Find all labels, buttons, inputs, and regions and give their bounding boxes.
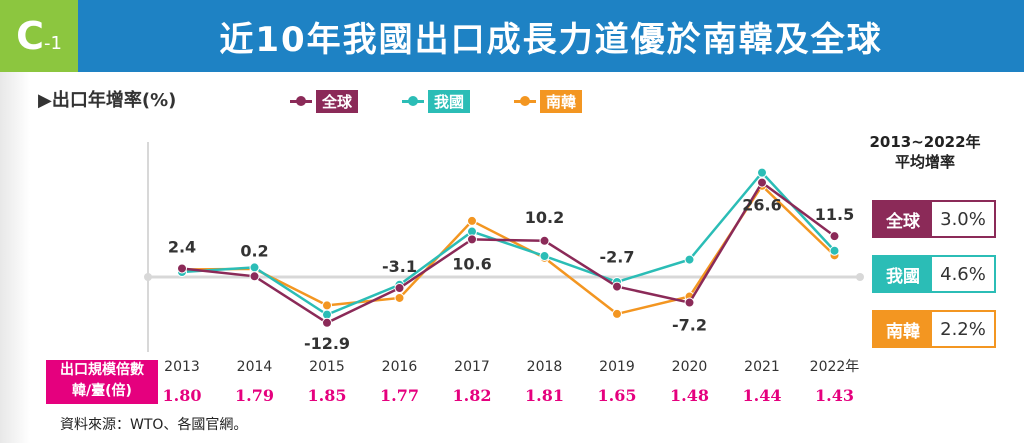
ratio-value-2021: 1.44 bbox=[743, 386, 782, 405]
ratio-value-2017: 1.82 bbox=[453, 386, 492, 405]
average-global-value: 3.0% bbox=[932, 202, 994, 236]
ratio-value-2020: 1.48 bbox=[670, 386, 709, 405]
legend-taiwan: 我國 bbox=[402, 90, 471, 113]
legend-label-taiwan: 我國 bbox=[428, 90, 471, 113]
x-tick-2021: 2021 bbox=[744, 359, 780, 375]
series-line-taiwan bbox=[181, 170, 836, 317]
point-global-2020 bbox=[684, 297, 695, 308]
point-global-2018 bbox=[539, 235, 550, 246]
ratio-value-2019: 1.65 bbox=[598, 386, 637, 405]
average-taiwan: 我國 4.6% bbox=[872, 255, 996, 293]
series-line-global bbox=[181, 180, 836, 325]
header: C -1 近10年我國出口成長力道優於南韓及全球 bbox=[0, 0, 1024, 72]
average-title-line2: 平均增率 bbox=[894, 153, 955, 171]
data-label-2020: -7.2 bbox=[672, 316, 707, 335]
x-tick-2019: 2019 bbox=[599, 359, 635, 375]
point-global-2016 bbox=[394, 283, 405, 294]
point-global-2013 bbox=[177, 263, 187, 274]
average-taiwan-value: 4.6% bbox=[932, 257, 994, 291]
point-taiwan-2020 bbox=[684, 254, 695, 265]
point-taiwan-2022年 bbox=[829, 245, 840, 256]
point-korea-2019 bbox=[612, 308, 622, 319]
data-label-2017: 10.6 bbox=[452, 254, 491, 273]
ratio-value-2022年: 1.43 bbox=[815, 386, 854, 405]
average-korea-value: 2.2% bbox=[932, 312, 994, 346]
x-tick-2022年: 2022年 bbox=[810, 359, 860, 375]
average-taiwan-label: 我國 bbox=[874, 257, 932, 291]
x-tick-2017: 2017 bbox=[454, 359, 490, 375]
point-taiwan-2014 bbox=[249, 262, 260, 273]
legend-line-global bbox=[290, 96, 312, 106]
average-global-label: 全球 bbox=[874, 202, 932, 236]
legend-global: 全球 bbox=[290, 90, 359, 113]
point-global-2017 bbox=[467, 234, 477, 245]
legend-line-taiwan bbox=[402, 96, 424, 106]
point-global-2015 bbox=[322, 317, 332, 328]
average-title: 2013~2022年 平均增率 bbox=[860, 132, 990, 172]
x-tick-2020: 2020 bbox=[672, 359, 708, 375]
section-badge: C -1 bbox=[0, 0, 78, 72]
point-global-2019 bbox=[612, 281, 622, 292]
data-label-2013: 2.4 bbox=[168, 237, 196, 256]
ratio-label-line2: 韓/臺(倍) bbox=[72, 383, 132, 399]
point-korea-2016 bbox=[394, 292, 405, 303]
ratio-value-2015: 1.85 bbox=[308, 386, 347, 405]
point-global-2021 bbox=[757, 177, 767, 188]
point-taiwan-2021 bbox=[757, 167, 767, 178]
point-korea-2015 bbox=[322, 300, 332, 311]
source-note: 資料來源：WTO、各國官網。 bbox=[60, 417, 248, 433]
y-unit-label: ▶出口年增率(%) bbox=[38, 90, 177, 111]
legend-label-korea: 南韓 bbox=[540, 90, 583, 113]
legend-line-korea bbox=[514, 96, 536, 106]
ratio-label: 出口規模倍數 韓/臺(倍) bbox=[46, 360, 158, 404]
legend-label-global: 全球 bbox=[316, 90, 359, 113]
page-title: 近10年我國出口成長力道優於南韓及全球 bbox=[78, 0, 1024, 72]
data-label-2015: -12.9 bbox=[304, 334, 350, 353]
badge-letter: C bbox=[16, 14, 44, 58]
x-tick-2014: 2014 bbox=[237, 359, 273, 375]
average-korea: 南韓 2.2% bbox=[872, 310, 996, 348]
data-label-2019: -2.7 bbox=[600, 248, 635, 267]
ratio-value-2014: 1.79 bbox=[235, 386, 274, 405]
average-korea-label: 南韓 bbox=[874, 312, 932, 346]
point-korea-2017 bbox=[467, 215, 477, 226]
x-tick-2016: 2016 bbox=[382, 359, 418, 375]
badge-number: -1 bbox=[43, 32, 62, 54]
point-taiwan-2015 bbox=[322, 309, 332, 320]
point-global-2022年 bbox=[829, 231, 840, 242]
data-label-2016: -3.1 bbox=[382, 257, 417, 276]
ratio-label-line1: 出口規模倍數 bbox=[60, 362, 144, 378]
point-global-2014 bbox=[249, 271, 260, 282]
data-label-2021: 26.6 bbox=[742, 196, 781, 215]
x-tick-2015: 2015 bbox=[309, 359, 345, 375]
ratio-value-2013: 1.80 bbox=[163, 386, 202, 405]
x-tick-2018: 2018 bbox=[527, 359, 563, 375]
data-label-2014: 0.2 bbox=[240, 241, 268, 260]
point-taiwan-2018 bbox=[539, 251, 550, 262]
legend-korea: 南韓 bbox=[514, 90, 583, 113]
data-label-2018: 10.2 bbox=[525, 208, 564, 227]
ratio-value-2018: 1.81 bbox=[525, 386, 564, 405]
left-shade bbox=[0, 72, 30, 443]
average-title-line1: 2013~2022年 bbox=[869, 133, 981, 151]
x-tick-2013: 2013 bbox=[164, 359, 200, 375]
zero-line-start bbox=[144, 273, 152, 281]
ratio-value-2016: 1.77 bbox=[380, 386, 419, 405]
average-global: 全球 3.0% bbox=[872, 200, 996, 238]
zero-line-end bbox=[856, 273, 864, 281]
data-label-2022年: 11.5 bbox=[815, 205, 854, 224]
